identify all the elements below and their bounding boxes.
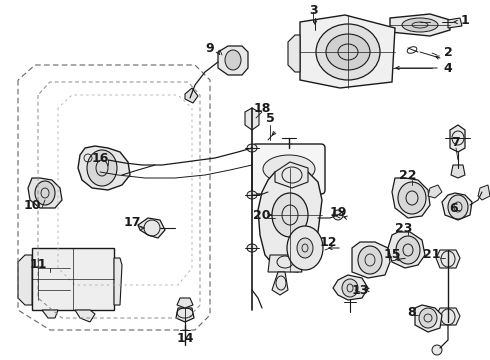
Text: 16: 16 xyxy=(91,152,109,165)
Ellipse shape xyxy=(247,144,257,152)
Polygon shape xyxy=(478,185,490,200)
Text: 8: 8 xyxy=(408,306,416,319)
Polygon shape xyxy=(428,185,442,198)
Text: 18: 18 xyxy=(253,102,270,114)
Text: 19: 19 xyxy=(329,206,347,219)
Polygon shape xyxy=(114,258,122,305)
Polygon shape xyxy=(300,15,395,88)
Polygon shape xyxy=(450,125,465,152)
Text: 23: 23 xyxy=(395,221,413,234)
Ellipse shape xyxy=(402,18,438,32)
Polygon shape xyxy=(333,275,368,300)
Polygon shape xyxy=(185,88,198,103)
Bar xyxy=(32,248,114,310)
Text: 15: 15 xyxy=(383,248,401,261)
Text: 11: 11 xyxy=(29,258,47,271)
Polygon shape xyxy=(436,250,460,268)
Polygon shape xyxy=(388,232,425,268)
Polygon shape xyxy=(390,14,450,36)
Polygon shape xyxy=(338,58,390,78)
Ellipse shape xyxy=(398,182,426,214)
Ellipse shape xyxy=(287,226,323,270)
Polygon shape xyxy=(42,310,58,318)
Polygon shape xyxy=(28,178,62,208)
FancyBboxPatch shape xyxy=(252,144,325,194)
Polygon shape xyxy=(272,272,288,295)
Text: 10: 10 xyxy=(23,198,41,212)
Ellipse shape xyxy=(225,50,241,70)
Text: 21: 21 xyxy=(423,248,441,261)
Text: 22: 22 xyxy=(399,168,417,181)
Polygon shape xyxy=(451,165,465,178)
Ellipse shape xyxy=(272,193,308,237)
Polygon shape xyxy=(415,305,442,332)
Ellipse shape xyxy=(448,195,468,219)
Ellipse shape xyxy=(396,236,420,264)
Ellipse shape xyxy=(87,150,117,186)
Ellipse shape xyxy=(247,191,257,199)
Polygon shape xyxy=(442,193,472,220)
Ellipse shape xyxy=(419,308,437,328)
Ellipse shape xyxy=(326,34,370,70)
Text: 3: 3 xyxy=(309,4,318,17)
Ellipse shape xyxy=(358,246,382,274)
Polygon shape xyxy=(176,308,194,322)
Text: 7: 7 xyxy=(452,135,461,149)
Polygon shape xyxy=(75,310,95,322)
Text: 4: 4 xyxy=(443,62,452,75)
Polygon shape xyxy=(218,46,248,75)
Ellipse shape xyxy=(333,210,343,220)
Polygon shape xyxy=(78,146,130,190)
Ellipse shape xyxy=(297,238,313,258)
Ellipse shape xyxy=(263,155,315,183)
Ellipse shape xyxy=(342,279,358,297)
Ellipse shape xyxy=(247,244,257,252)
Polygon shape xyxy=(18,255,32,305)
Polygon shape xyxy=(268,255,302,272)
Polygon shape xyxy=(258,168,322,272)
Text: 12: 12 xyxy=(319,235,337,248)
Text: 2: 2 xyxy=(443,45,452,59)
Text: 1: 1 xyxy=(461,14,469,27)
Text: 17: 17 xyxy=(123,216,141,229)
Ellipse shape xyxy=(432,345,442,355)
Text: 9: 9 xyxy=(206,41,214,54)
Text: 20: 20 xyxy=(253,208,271,221)
Polygon shape xyxy=(436,308,460,325)
Ellipse shape xyxy=(35,181,55,205)
Polygon shape xyxy=(392,178,430,218)
Polygon shape xyxy=(352,242,390,278)
Polygon shape xyxy=(245,108,259,130)
Polygon shape xyxy=(288,35,300,72)
Polygon shape xyxy=(138,218,165,238)
Polygon shape xyxy=(448,18,462,28)
Text: 6: 6 xyxy=(450,202,458,215)
Text: 5: 5 xyxy=(266,112,274,125)
Polygon shape xyxy=(275,162,308,188)
Text: 14: 14 xyxy=(176,332,194,345)
Ellipse shape xyxy=(316,24,380,80)
Polygon shape xyxy=(177,298,193,308)
Text: 13: 13 xyxy=(351,284,368,297)
